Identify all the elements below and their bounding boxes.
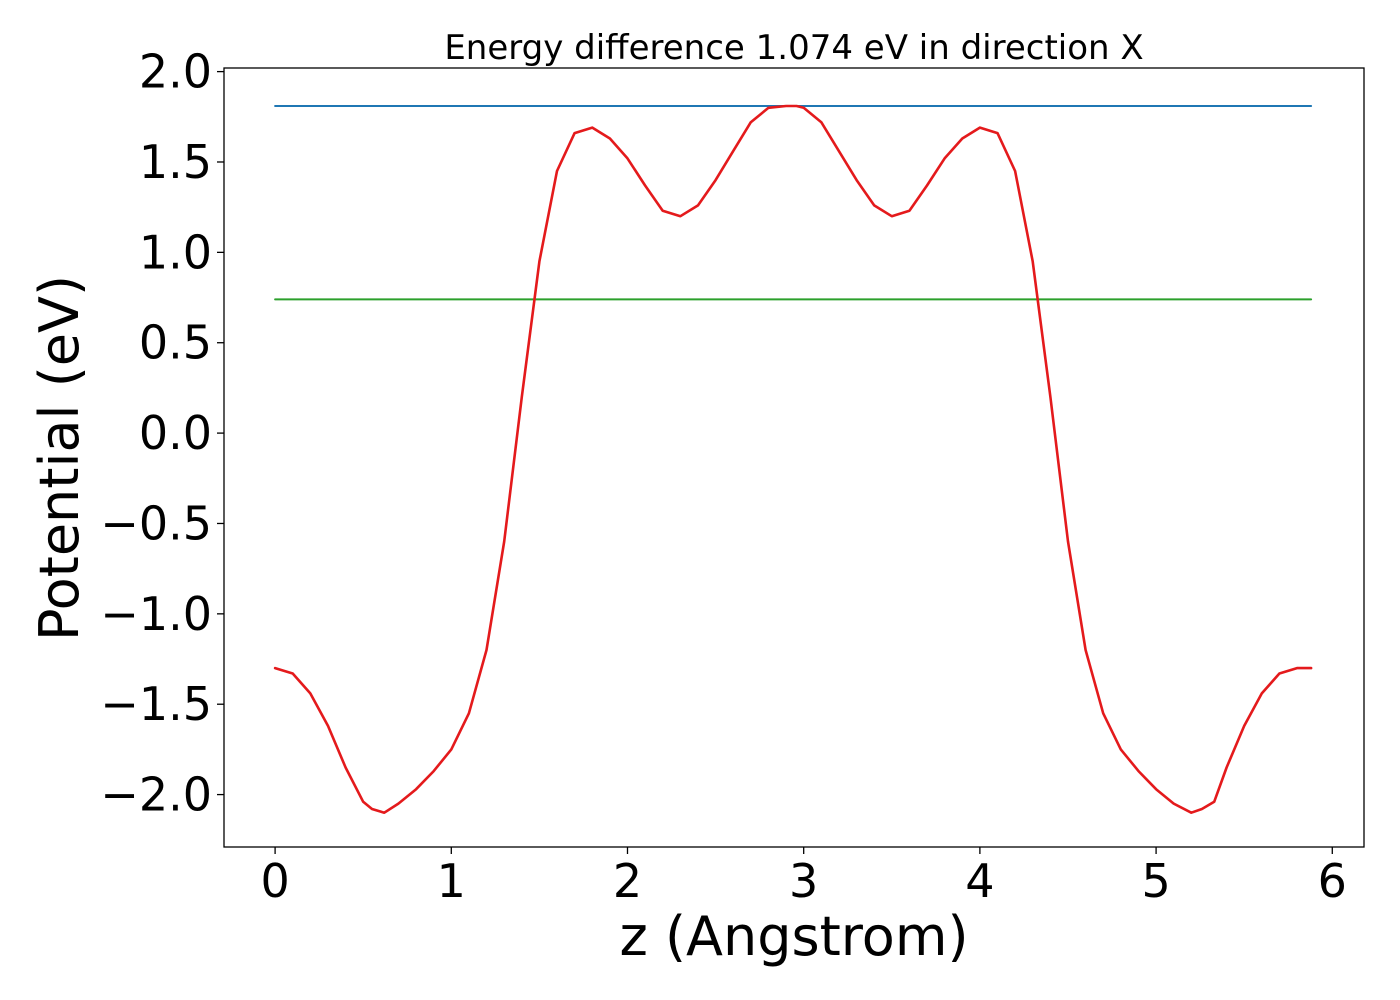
- y-tick-label: 1.0: [139, 225, 212, 279]
- y-tick-label: −1.5: [100, 677, 212, 731]
- chart-title: Energy difference 1.074 eV in direction …: [444, 28, 1143, 68]
- x-tick-label: 4: [965, 854, 994, 908]
- x-tick-label: 3: [789, 854, 818, 908]
- axes-frame: [223, 67, 1365, 848]
- y-tick-label: −0.5: [100, 496, 212, 550]
- x-tick-label: 1: [437, 854, 466, 908]
- potential-curve: [273, 104, 1313, 815]
- x-tick-label: 5: [1141, 854, 1170, 908]
- y-axis-label: Potential (eV): [28, 275, 91, 641]
- y-tick-label: 2.0: [139, 45, 212, 99]
- y-tick-label: 0.0: [139, 406, 212, 460]
- y-tick-label: −2.0: [100, 768, 212, 822]
- axis-ticks: 0 1 2 3 4 5 6 −2.0 −1.5 −1.0 −0.5 0.0 0.5 1.0 1.5 2.0: [100, 45, 1347, 908]
- x-axis-label: z (Angstrom): [619, 905, 968, 968]
- y-tick-label: 1.5: [139, 135, 212, 189]
- x-tick-label: 6: [1318, 854, 1347, 908]
- x-tick-label: 2: [613, 854, 642, 908]
- y-tick-label: 0.5: [139, 316, 212, 370]
- y-tick-label: −1.0: [100, 587, 212, 641]
- plot-area: [273, 104, 1313, 815]
- x-tick-label: 0: [260, 854, 289, 908]
